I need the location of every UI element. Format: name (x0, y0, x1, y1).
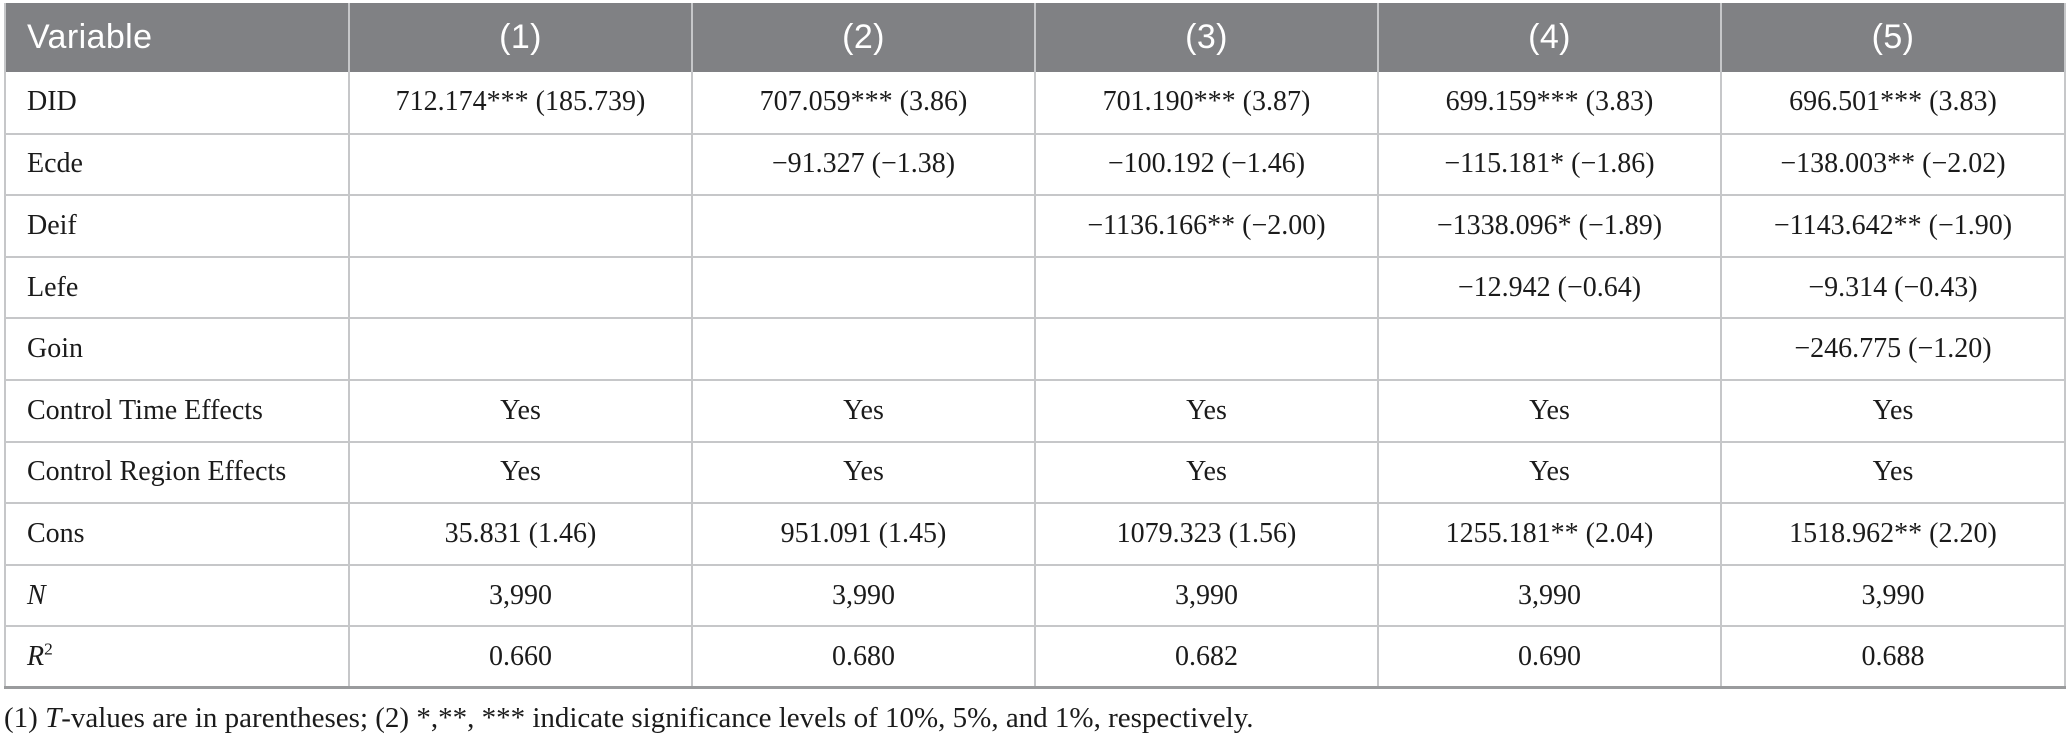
data-cell: −1143.642** (−1.90) (1721, 195, 2066, 258)
data-cell: Yes (692, 379, 1036, 443)
data-cell: 0.680 (692, 626, 1036, 690)
data-cell: 3,990 (1378, 564, 1722, 628)
data-cell: 35.831 (1.46) (349, 503, 693, 566)
data-cell: 0.690 (1378, 626, 1722, 690)
row-label: DID (27, 86, 77, 118)
row-label: Ecde (27, 148, 83, 180)
data-cell (692, 195, 1036, 258)
data-cell: Yes (1035, 441, 1379, 505)
row-label-cell: Control Region Effects (4, 441, 350, 505)
data-cell: Yes (1721, 441, 2066, 505)
row-label-cell: Deif (4, 195, 350, 258)
header-variable-label: Variable (4, 3, 350, 72)
header-model-column: (4) (1378, 3, 1722, 72)
data-cell: 1255.181** (2.04) (1378, 503, 1722, 566)
footnote-part1: (1) (4, 702, 46, 735)
table-row: Control Time Effects Yes Yes Yes Yes Yes (4, 379, 2066, 443)
data-cell: −1338.096* (−1.89) (1378, 195, 1722, 258)
regression-results-table: Variable (1) (2) (3) (4) (5) DID 712.174*** (… (4, 3, 2066, 690)
data-cell (349, 195, 693, 258)
row-label-cell: Ecde (4, 133, 350, 197)
header-model-column: (1) (349, 3, 693, 72)
data-cell: −138.003** (−2.02) (1721, 133, 2066, 197)
table-row: Ecde −91.327 (−1.38) −100.192 (−1.46) −115.… (4, 133, 2066, 197)
data-cell (692, 256, 1036, 320)
row-label: Cons (27, 517, 85, 549)
data-cell (1035, 256, 1379, 320)
row-label: N (27, 579, 46, 611)
footnote-italic-t: T (45, 702, 62, 735)
data-cell: Yes (1378, 379, 1722, 443)
data-cell: Yes (1721, 379, 2066, 443)
table-row: R2 0.660 0.680 0.682 0.690 0.688 (4, 626, 2066, 690)
data-cell: 712.174*** (185.739) (349, 72, 693, 135)
row-label-cell: Control Time Effects (4, 379, 350, 443)
row-label: Goin (27, 333, 83, 365)
data-cell: Yes (349, 379, 693, 443)
table-row: Cons 35.831 (1.46) 951.091 (1.45) 1079.323 … (4, 503, 2066, 566)
data-cell (1378, 318, 1722, 381)
table-row: Goin −246.775 (−1.20) (4, 318, 2066, 381)
data-cell: 701.190*** (3.87) (1035, 72, 1379, 135)
data-cell: Yes (692, 441, 1036, 505)
data-cell: 696.501*** (3.83) (1721, 72, 2066, 135)
data-cell: Yes (1035, 379, 1379, 443)
row-label-cell: N (4, 564, 350, 628)
data-cell: 0.660 (349, 626, 693, 690)
data-cell: 1518.962** (2.20) (1721, 503, 2066, 566)
table-footnote: (1) T-values are in parentheses; (2) *,*… (4, 702, 2064, 735)
data-cell (349, 133, 693, 197)
row-label-cell: DID (4, 72, 350, 135)
row-label-cell: Cons (4, 503, 350, 566)
data-cell: 699.159*** (3.83) (1378, 72, 1722, 135)
row-label-cell: Lefe (4, 256, 350, 320)
table-header-row: Variable (1) (2) (3) (4) (5) (4, 3, 2066, 72)
data-cell: 0.682 (1035, 626, 1379, 690)
data-cell (349, 256, 693, 320)
data-cell: 0.688 (1721, 626, 2066, 690)
table-row: DID 712.174*** (185.739) 707.059*** (3.86)… (4, 72, 2066, 135)
table-row: Control Region Effects Yes Yes Yes Yes Yes (4, 441, 2066, 505)
data-cell: −100.192 (−1.46) (1035, 133, 1379, 197)
table-row: Deif −1136.166** (−2.00) −1338.096* (−1.89… (4, 195, 2066, 258)
data-cell: 951.091 (1.45) (692, 503, 1036, 566)
data-cell: 707.059*** (3.86) (692, 72, 1036, 135)
data-cell: 3,990 (692, 564, 1036, 628)
row-label: Control Region Effects (27, 456, 287, 488)
row-label-cell: R2 (4, 626, 350, 690)
header-model-column: (2) (692, 3, 1036, 72)
footnote-part2: -values are in parentheses; (2) *,**, **… (61, 702, 1254, 735)
data-cell: 3,990 (1035, 564, 1379, 628)
data-cell (1035, 318, 1379, 381)
row-label-superscript: 2 (44, 639, 53, 659)
data-cell (692, 318, 1036, 381)
row-label: R (27, 640, 45, 672)
header-model-column: (3) (1035, 3, 1379, 72)
row-label: Control Time Effects (27, 394, 263, 426)
data-cell: −12.942 (−0.64) (1378, 256, 1722, 320)
data-cell: −115.181* (−1.86) (1378, 133, 1722, 197)
data-cell: 3,990 (1721, 564, 2066, 628)
data-cell: −1136.166** (−2.00) (1035, 195, 1379, 258)
header-model-column: (5) (1721, 3, 2066, 72)
data-cell: Yes (1378, 441, 1722, 505)
data-cell: Yes (349, 441, 693, 505)
row-label-cell: Goin (4, 318, 350, 381)
row-label: Deif (27, 209, 77, 241)
data-cell: 3,990 (349, 564, 693, 628)
table-row: Lefe −12.942 (−0.64) −9.314 (−0.43) (4, 256, 2066, 320)
row-label: Lefe (27, 271, 79, 303)
data-cell: −9.314 (−0.43) (1721, 256, 2066, 320)
data-cell: −246.775 (−1.20) (1721, 318, 2066, 381)
data-cell (349, 318, 693, 381)
table-row: N 3,990 3,990 3,990 3,990 3,990 (4, 564, 2066, 628)
data-cell: −91.327 (−1.38) (692, 133, 1036, 197)
data-cell: 1079.323 (1.56) (1035, 503, 1379, 566)
